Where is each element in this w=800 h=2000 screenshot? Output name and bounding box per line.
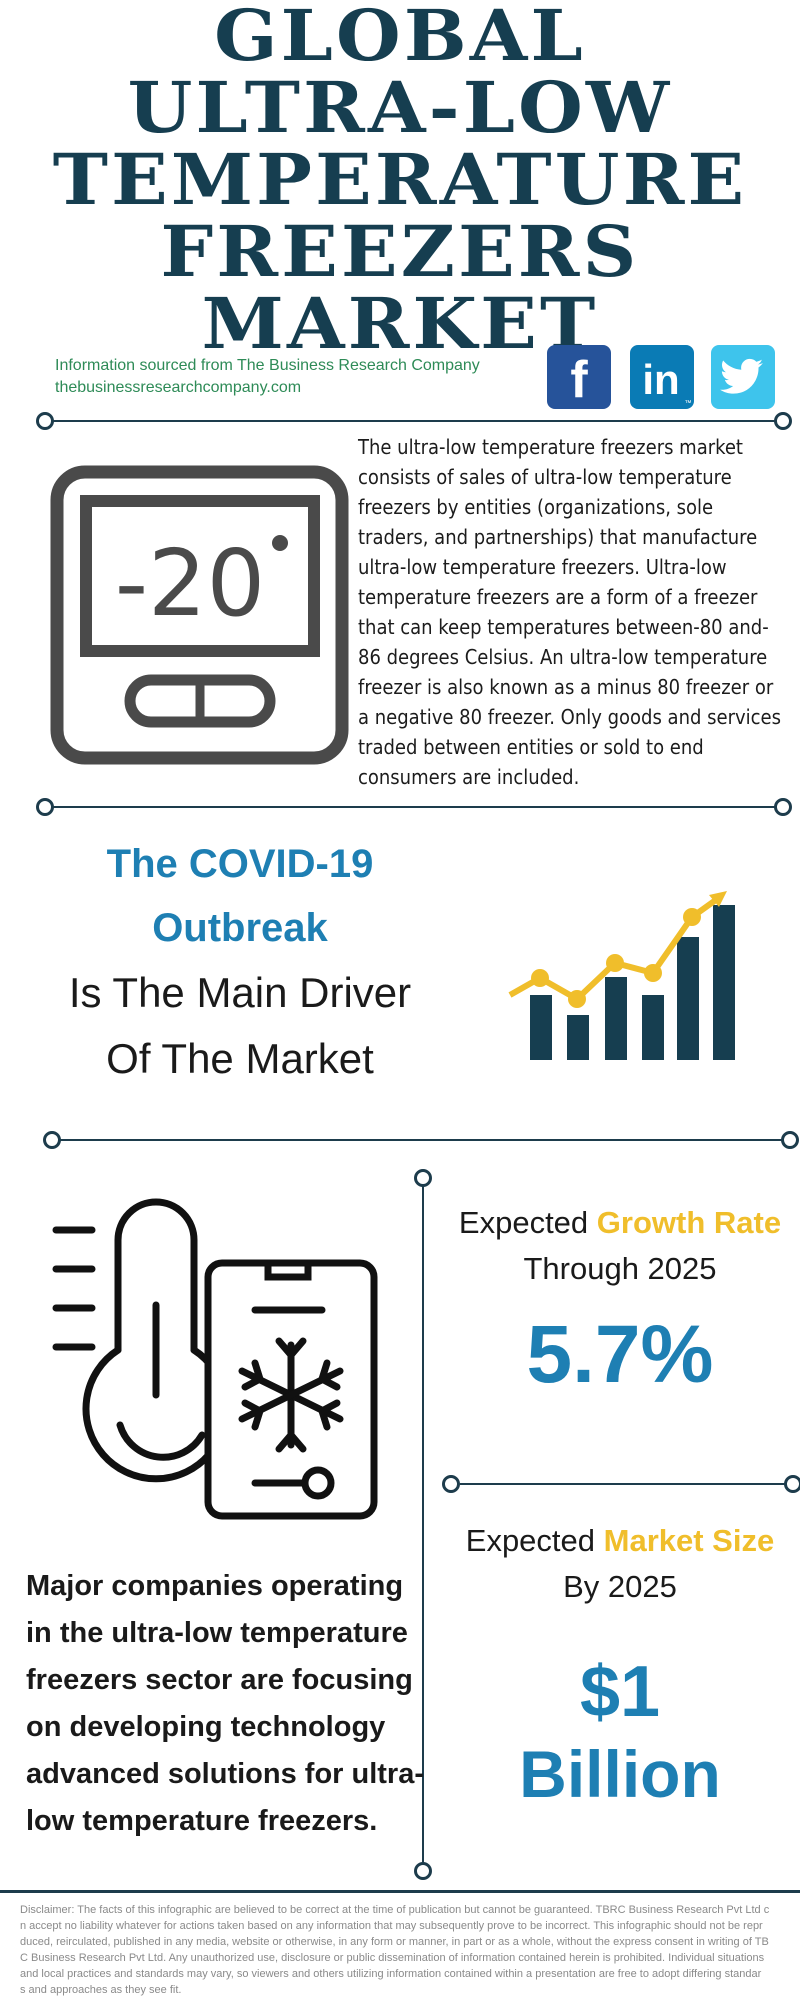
divider-4: [460, 1483, 800, 1485]
svg-text:-20: -20: [115, 530, 265, 637]
source-info: Information sourced from The Business Re…: [55, 355, 480, 399]
growth-chart-icon: [505, 885, 755, 1065]
divider-2: [45, 806, 785, 808]
growth-period: Through 2025: [523, 1251, 717, 1286]
market-size-unit: Billion: [519, 1737, 721, 1811]
driver-highlight-2: Outbreak: [152, 906, 328, 950]
source-url[interactable]: thebusinessresearchcompany.com: [55, 379, 302, 396]
divider-1-dot-right: [774, 412, 792, 430]
vertical-divider-dot-top: [414, 1169, 432, 1187]
divider-3-dot-right: [781, 1131, 799, 1149]
bottom-divider: [0, 1890, 800, 1893]
market-size-period: By 2025: [563, 1569, 677, 1604]
vertical-divider-dot-bottom: [414, 1862, 432, 1880]
divider-2-dot-right: [774, 798, 792, 816]
source-line: Information sourced from The Business Re…: [55, 357, 480, 374]
svg-text:f: f: [570, 351, 588, 409]
disclaimer: Disclaimer: The facts of this infographi…: [20, 1904, 770, 1996]
freezer-thermometer-icon: [50, 1195, 380, 1530]
title-line-3: TEMPERATURE: [52, 138, 748, 221]
title-line-4: FREEZERS: [160, 210, 640, 293]
divider-1: [45, 420, 785, 422]
thermostat-icon: -20: [50, 465, 350, 765]
driver-text-1: Is The Main Driver: [68, 969, 412, 1016]
facebook-icon[interactable]: f: [547, 345, 611, 409]
divider-4-dot-left: [442, 1475, 460, 1493]
title-line-5: MARKET: [201, 282, 599, 365]
divider-2-dot-left: [36, 798, 54, 816]
driver-highlight-1: The COVID-19: [106, 842, 374, 886]
market-size-accent: Market Size: [603, 1523, 775, 1558]
vertical-divider: [422, 1180, 424, 1870]
market-size-prefix: Expected: [465, 1523, 604, 1558]
linkedin-icon[interactable]: in ™: [630, 345, 694, 409]
growth-prefix: Expected: [458, 1205, 597, 1240]
market-driver: The COVID-19 Outbreak Is The Main Driver…: [40, 832, 440, 1092]
growth-rate-block: Expected Growth Rate Through 2025 5.7%: [440, 1200, 800, 1410]
growth-value: 5.7%: [526, 1309, 714, 1400]
title-line-1: GLOBAL: [214, 0, 586, 77]
infographic-title: GLOBAL ULTRA-LOW TEMPERATURE FREEZERS MA…: [0, 0, 800, 360]
title-line-2: ULTRA-LOW: [127, 66, 673, 149]
svg-text:in: in: [642, 356, 679, 403]
divider-3-dot-left: [43, 1131, 61, 1149]
driver-text-2: Of The Market: [106, 1035, 374, 1082]
twitter-icon[interactable]: [711, 345, 775, 409]
market-size-block: Expected Market Size By 2025 $1 Billion: [440, 1518, 800, 1814]
svg-text:™: ™: [685, 400, 692, 407]
divider-1-dot-left: [36, 412, 54, 430]
market-size-value: $1: [579, 1652, 661, 1732]
market-description: The ultra-low temperature freezers marke…: [358, 435, 781, 789]
divider-4-dot-right: [784, 1475, 800, 1493]
companies-statement: Major companies operating in the ultra-l…: [26, 1570, 424, 1837]
divider-3: [52, 1139, 792, 1141]
growth-accent: Growth Rate: [596, 1205, 782, 1240]
